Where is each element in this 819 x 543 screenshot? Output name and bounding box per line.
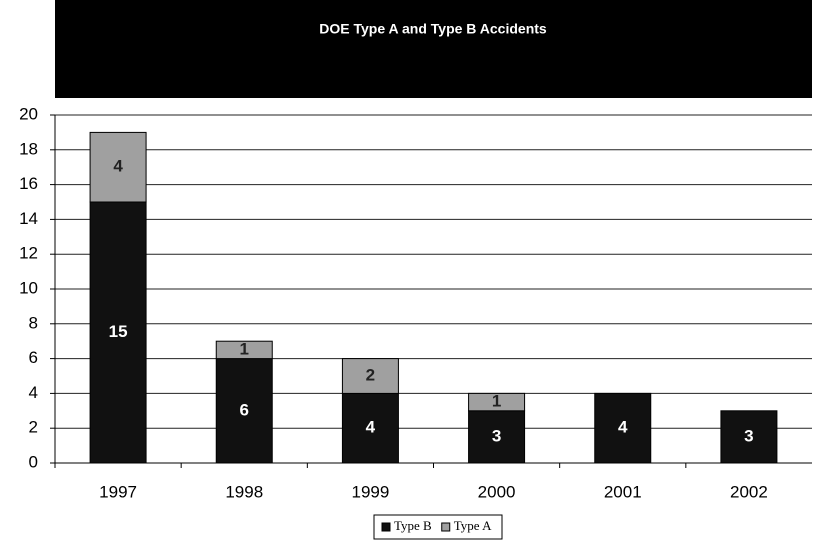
- data-label: 2: [366, 365, 375, 384]
- data-label: 1: [240, 339, 249, 358]
- legend-swatch: [441, 522, 451, 532]
- x-tick-label: 2001: [604, 482, 642, 501]
- y-tick-label: 12: [19, 244, 38, 263]
- bar-segment: [720, 410, 778, 464]
- legend-box: [373, 514, 503, 540]
- y-tick-label: 2: [29, 418, 38, 437]
- bar-segment: [215, 340, 273, 360]
- data-label: 3: [744, 426, 753, 445]
- x-tick-label: 1999: [352, 482, 390, 501]
- bar-segment: [594, 392, 652, 464]
- bar-segment: [89, 131, 147, 203]
- x-tick-label: 2002: [730, 482, 768, 501]
- x-tick-label: 1997: [99, 482, 137, 501]
- y-tick-label: 10: [19, 278, 38, 297]
- y-tick-label: 0: [29, 452, 38, 471]
- legend-label: Type B: [394, 518, 432, 533]
- data-label: 3: [492, 426, 501, 445]
- bar-segment: [215, 358, 273, 464]
- x-tick-label: 2000: [478, 482, 516, 501]
- y-tick-label: 18: [19, 139, 38, 158]
- y-tick-label: 6: [29, 348, 38, 367]
- y-tick-label: 14: [19, 209, 38, 228]
- data-label: 6: [240, 400, 249, 419]
- bar-segment: [468, 392, 526, 412]
- y-tick-label: 4: [29, 383, 38, 402]
- legend-swatch: [381, 522, 391, 532]
- bar-segment: [341, 358, 399, 394]
- legend-label: Type A: [454, 518, 492, 533]
- y-tick-label: 8: [29, 313, 38, 332]
- y-tick-label: 16: [19, 174, 38, 193]
- data-label: 4: [618, 418, 628, 437]
- data-label: 4: [366, 418, 376, 437]
- data-label: 15: [109, 322, 128, 341]
- y-tick-label: 20: [19, 104, 38, 123]
- chart-title: DOE Type A and Type B Accidents: [319, 21, 547, 37]
- data-label: 1: [492, 392, 501, 411]
- title-banner: [55, 0, 812, 98]
- x-tick-label: 1998: [225, 482, 263, 501]
- data-label: 4: [113, 157, 123, 176]
- bar-segment: [468, 410, 526, 464]
